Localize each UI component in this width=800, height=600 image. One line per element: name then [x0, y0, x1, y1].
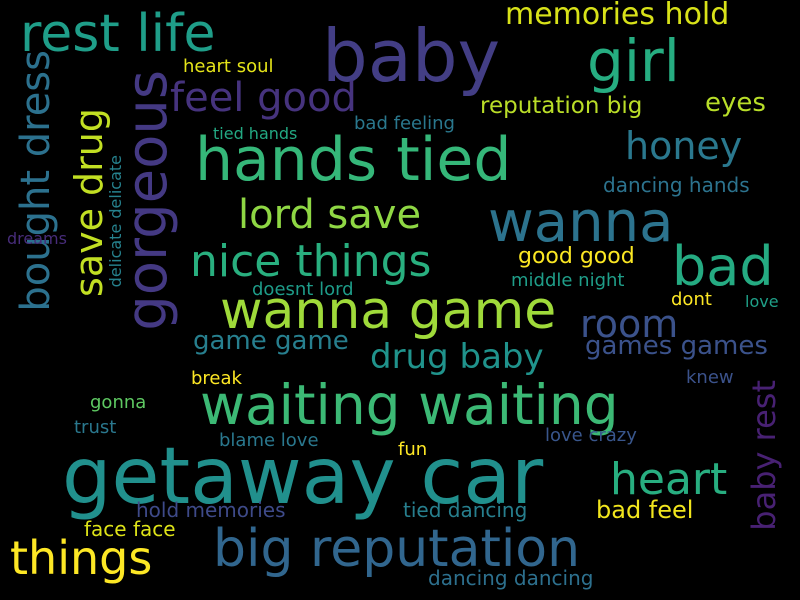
word-wanna-game: wanna game	[220, 281, 557, 341]
word-getaway-car: getaway car	[62, 432, 544, 522]
word-dancing-hands: dancing hands	[603, 173, 750, 197]
word-face-face: face face	[84, 517, 176, 541]
word-rest-life: rest life	[20, 4, 216, 64]
word-trust: trust	[74, 417, 117, 438]
word-hands-tied: hands tied	[195, 125, 512, 195]
word-eyes: eyes	[705, 88, 766, 118]
word-heart: heart	[610, 454, 728, 505]
word-good-good: good good	[518, 244, 635, 269]
word-dreams: dreams	[7, 229, 67, 248]
word-tied-dancing: tied dancing	[403, 498, 528, 522]
word-wanna: wanna	[488, 190, 674, 255]
word-bad-feeling: bad feeling	[354, 113, 455, 134]
word-hold-memories: hold memories	[136, 498, 286, 522]
word-baby-rest: baby rest	[745, 380, 783, 531]
word-bad: bad	[672, 235, 774, 298]
word-dont: dont	[671, 289, 712, 310]
word-big-reputation: big reputation	[213, 519, 581, 579]
word-love: love	[745, 292, 779, 311]
word-things: things	[10, 531, 153, 585]
word-drug-baby: drug baby	[370, 337, 544, 377]
word-bad-feel: bad feel	[596, 496, 694, 524]
word-save-drug: save drug	[67, 108, 111, 297]
word-heart-soul: heart soul	[183, 56, 274, 77]
word-room: room	[580, 302, 679, 346]
word-games-games: games games	[585, 331, 768, 361]
word-love-crazy: love crazy	[545, 425, 637, 446]
word-gorgeous: gorgeous	[115, 70, 180, 331]
word-doesnt-lord: doesnt lord	[252, 279, 354, 300]
word-honey: honey	[625, 124, 743, 168]
word-gonna: gonna	[90, 392, 147, 413]
word-delicate-delicate: delicate delicate	[106, 155, 125, 288]
word-tied-hands: tied hands	[213, 124, 298, 143]
word-nice-things: nice things	[190, 236, 432, 287]
word-memories-hold: memories hold	[505, 0, 730, 32]
word-girl: girl	[587, 27, 680, 95]
word-game-game: game game	[193, 326, 349, 356]
word-feel-good: feel good	[170, 75, 357, 121]
word-knew: knew	[686, 367, 734, 388]
word-baby: baby	[322, 14, 501, 98]
word-blame-love: blame love	[219, 430, 319, 451]
word-dancing-dancing: dancing dancing	[428, 566, 594, 590]
word-middle-night: middle night	[511, 270, 625, 291]
word-bought-dress: bought dress	[13, 50, 59, 312]
word-waiting-waiting: waiting waiting	[200, 373, 619, 437]
word-fun: fun	[398, 439, 428, 460]
word-break: break	[191, 368, 242, 389]
word-lord-save: lord save	[238, 192, 422, 238]
word-reputation-big: reputation big	[480, 93, 643, 119]
